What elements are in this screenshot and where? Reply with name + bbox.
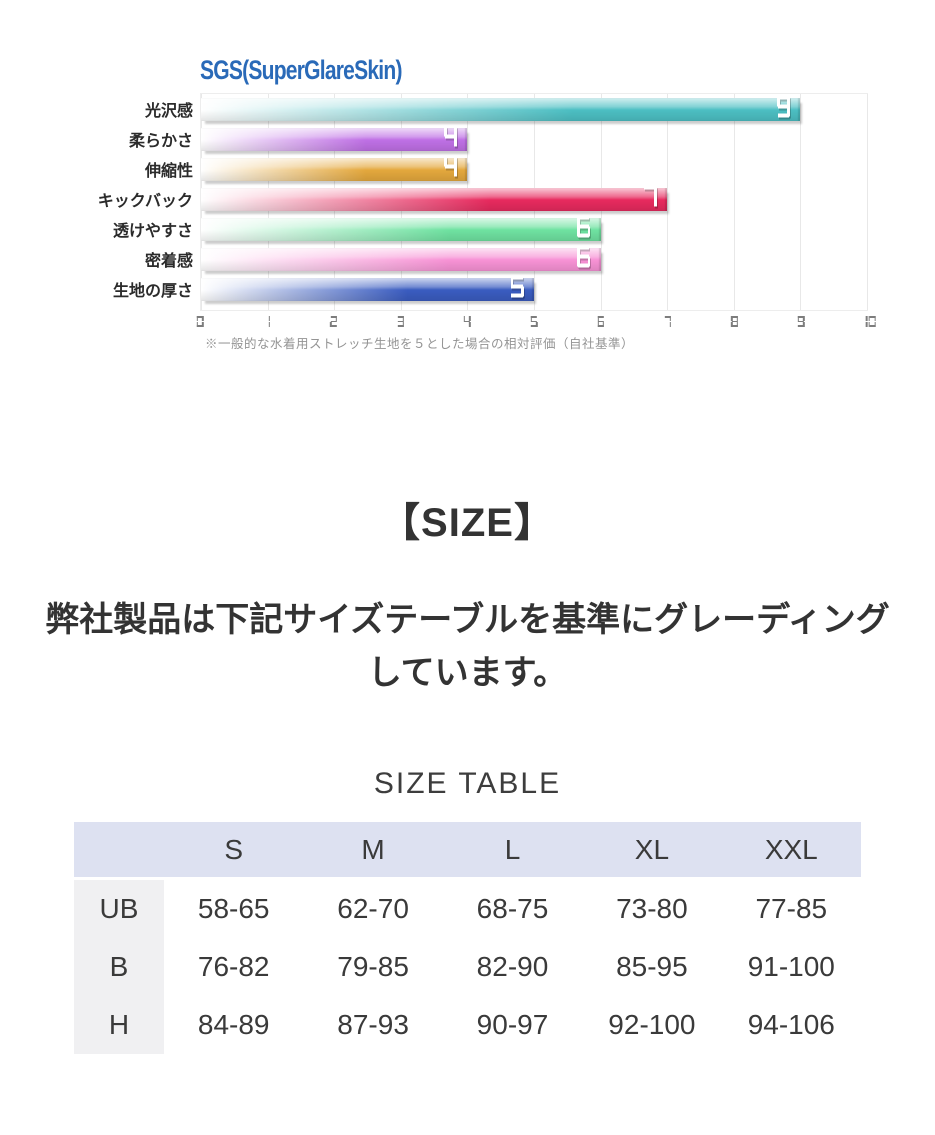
size-table-title: SIZE TABLE <box>373 767 562 801</box>
size-table-cell: 58-65 <box>197 893 270 925</box>
bar-value-label <box>442 156 458 183</box>
table-row: H 84-89 87-93 90-97 92-100 94-106 <box>74 996 861 1055</box>
size-table-header-row: S M L XL XXL <box>74 822 861 878</box>
size-table-cell: 87-93 <box>337 1009 409 1041</box>
x-axis-tick-label <box>797 316 805 330</box>
chart-bar-rows <box>201 94 867 310</box>
size-table: S M L XL XXL UB 58-65 62-70 68-75 73-80 77-85 B 76-… <box>74 822 861 1055</box>
x-axis-tick-label <box>329 316 337 330</box>
chart-category-label: キックバック <box>97 193 193 210</box>
chart-category-label: 透けやすさ <box>112 223 193 240</box>
size-table-row-label: B <box>74 938 164 997</box>
size-table-header-cell: M <box>303 822 443 878</box>
size-table-cell: 62-70 <box>337 893 409 925</box>
chart-bar <box>201 126 468 153</box>
chart-footnote: ※一般的な水着用ストレッチ生地を５とした場合の相対評価（自社基準） <box>205 337 635 351</box>
gridline <box>867 94 868 310</box>
size-table-header-cell: XL <box>582 822 722 878</box>
chart-x-axis <box>196 311 876 330</box>
chart-category-label: 密着感 <box>144 253 193 270</box>
size-table-cell: 79-85 <box>337 951 409 983</box>
size-table-cell: 90-97 <box>476 1009 549 1041</box>
chart-plot <box>200 93 868 311</box>
size-table-cell: 94-106 <box>747 1009 835 1041</box>
size-table-cell: 85-95 <box>616 951 688 983</box>
chart-bar <box>201 156 468 183</box>
chart-bar <box>201 96 801 123</box>
gridline <box>800 94 802 310</box>
size-table-cell: 76-82 <box>197 951 270 983</box>
bar-value-label <box>576 246 592 273</box>
size-description: 弊社製品は下記サイズテーブルを基準にグレーディングしています。 <box>45 601 890 692</box>
size-table-cell: 82-90 <box>476 951 549 983</box>
size-table-cell: 92-100 <box>608 1009 696 1041</box>
x-axis-tick-label <box>663 316 671 330</box>
table-row: B 76-82 79-85 82-90 85-95 91-100 <box>74 938 861 997</box>
x-axis-tick-label <box>396 316 404 330</box>
size-table-cell: 77-85 <box>755 893 828 925</box>
x-axis-tick-label <box>730 316 738 330</box>
bar-value-label <box>642 186 658 213</box>
x-axis-tick-label <box>530 316 538 330</box>
bar-value-label <box>509 276 525 303</box>
x-axis-tick-label <box>263 316 271 330</box>
size-heading: 【SIZE】 <box>380 501 555 545</box>
bar-value-label <box>576 216 592 243</box>
chart-category-label: 生地の厚さ <box>112 283 193 300</box>
size-table-header-cell: S <box>164 822 304 878</box>
size-table-cell: 73-80 <box>616 893 688 925</box>
x-axis-tick-label <box>463 316 471 330</box>
chart-bar <box>201 246 601 273</box>
size-table-row-label: H <box>74 996 164 1055</box>
size-table-body: UB 58-65 62-70 68-75 73-80 77-85 B 76-82 79-85 82… <box>74 880 861 1055</box>
size-table-header-cell: L <box>442 822 583 878</box>
chart-bar <box>201 186 668 213</box>
size-table-header-cell: XXL <box>721 822 861 878</box>
bar-value-label <box>442 126 458 153</box>
chart-title: SGS(SuperGlareSkin) <box>200 55 402 85</box>
table-row: UB 58-65 62-70 68-75 73-80 77-85 <box>74 880 861 939</box>
chart-bar <box>201 276 534 303</box>
chart-category-label: 伸縮性 <box>144 163 193 180</box>
size-table-cell: 84-89 <box>197 1009 270 1041</box>
x-axis-tick-label <box>597 316 605 330</box>
gridline <box>667 94 669 310</box>
gridline <box>733 94 735 310</box>
bar-value-label <box>775 96 791 123</box>
x-axis-tick-label <box>860 316 877 330</box>
size-table-corner-cell <box>74 822 164 878</box>
fabric-rating-chart: SGS(SuperGlareSkin) 光沢感柔らかさ伸縮性キックバック透けやす… <box>85 55 885 352</box>
size-table-cell: 91-100 <box>747 951 835 983</box>
size-table-row-label: UB <box>74 880 164 939</box>
chart-category-label: 光沢感 <box>144 103 193 120</box>
size-table-cell: 68-75 <box>476 893 549 925</box>
chart-body: 光沢感柔らかさ伸縮性キックバック透けやすさ密着感生地の厚さ <box>85 93 885 311</box>
chart-bar <box>201 216 601 243</box>
chart-category-labels: 光沢感柔らかさ伸縮性キックバック透けやすさ密着感生地の厚さ <box>85 93 193 311</box>
x-axis-tick-label <box>196 316 204 330</box>
chart-category-label: 柔らかさ <box>128 133 193 150</box>
